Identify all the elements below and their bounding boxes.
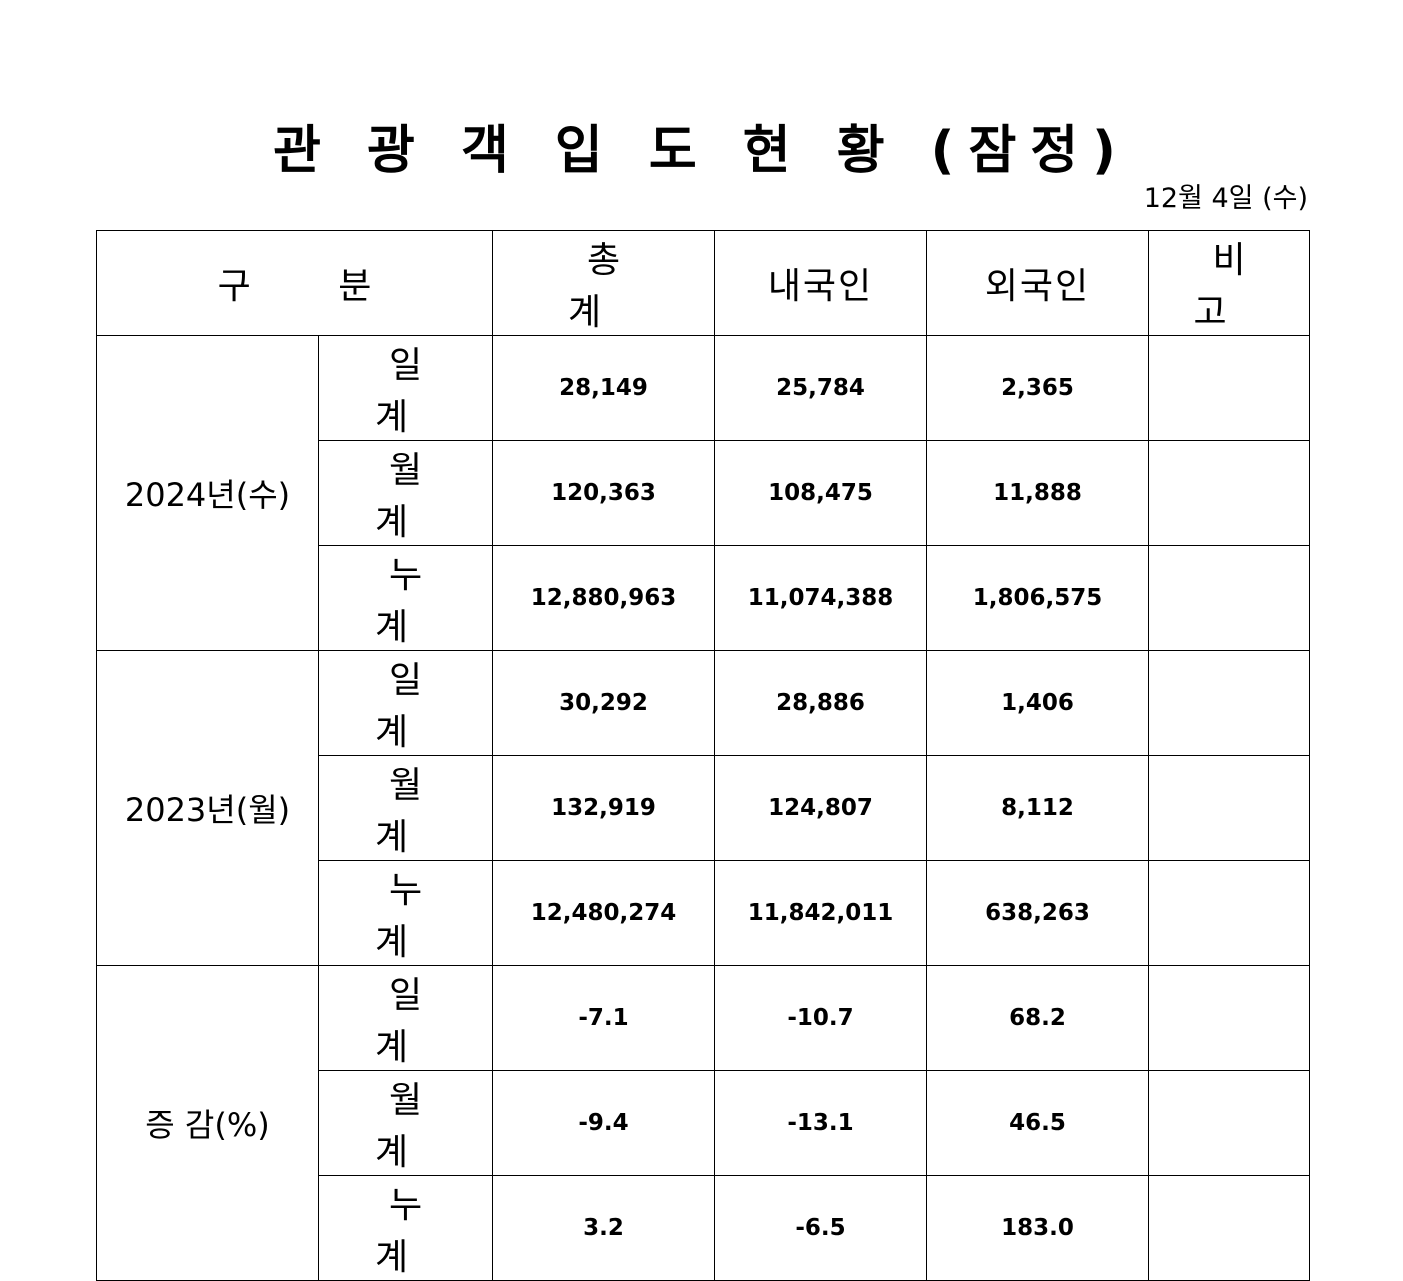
cell-total: 28,149 xyxy=(492,335,715,441)
cell-total: 3.2 xyxy=(492,1175,715,1281)
cell-total: -9.4 xyxy=(492,1070,715,1176)
cell-foreign: 2,365 xyxy=(926,335,1149,441)
row-sub-label: 월 계 xyxy=(318,440,493,546)
table-row: 증 감(%) 일 계 -7.1 -10.7 68.2 xyxy=(96,965,1310,1281)
cell-total: 30,292 xyxy=(492,650,715,756)
row-sub-label: 일 계 xyxy=(318,965,493,1071)
cell-domestic: -10.7 xyxy=(714,965,927,1071)
table-row: 누 계 12,480,274 11,842,011 638,263 xyxy=(97,860,1310,966)
report-date: 12월 4일 (수) xyxy=(1143,183,1308,214)
table-row: 2023년(월) 일 계 30,292 28,886 1,406 xyxy=(96,650,1310,966)
cell-total: 132,919 xyxy=(492,755,715,861)
row-sub-label: 월 계 xyxy=(318,755,493,861)
header-foreign: 외국인 xyxy=(926,230,1149,336)
cell-domestic: 28,886 xyxy=(714,650,927,756)
table-row: 누 계 12,880,963 11,074,388 1,806,575 xyxy=(97,545,1310,651)
cell-remarks xyxy=(1148,860,1310,966)
group-label: 2024년(수) xyxy=(96,335,319,651)
cell-remarks xyxy=(1148,440,1310,546)
cell-domestic: -6.5 xyxy=(714,1175,927,1281)
cell-remarks xyxy=(1148,545,1310,651)
cell-remarks xyxy=(1148,965,1310,1071)
cell-domestic: 11,074,388 xyxy=(714,545,927,651)
group-label: 증 감(%) xyxy=(96,965,319,1281)
cell-remarks xyxy=(1148,755,1310,861)
cell-remarks xyxy=(1148,650,1310,756)
table-row: 2024년(수) 일 계 28,149 25,784 2,365 xyxy=(96,335,1310,651)
row-sub-label: 월 계 xyxy=(318,1070,493,1176)
cell-remarks xyxy=(1148,1070,1310,1176)
cell-domestic: 25,784 xyxy=(714,335,927,441)
cell-total: 120,363 xyxy=(492,440,715,546)
cell-foreign: 1,406 xyxy=(926,650,1149,756)
cell-foreign: 1,806,575 xyxy=(926,545,1149,651)
cell-foreign: 638,263 xyxy=(926,860,1149,966)
header-remarks: 비 고 xyxy=(1148,230,1310,336)
cell-domestic: 108,475 xyxy=(714,440,927,546)
header-row: 구 분 총 계 내국인 외국인 비 고 xyxy=(96,230,1310,336)
cell-total: -7.1 xyxy=(492,965,715,1071)
header-category: 구 분 xyxy=(96,230,493,336)
cell-foreign: 8,112 xyxy=(926,755,1149,861)
table-row: 월 계 132,919 124,807 8,112 xyxy=(97,755,1310,861)
cell-total: 12,480,274 xyxy=(492,860,715,966)
cell-domestic: -13.1 xyxy=(714,1070,927,1176)
cell-foreign: 11,888 xyxy=(926,440,1149,546)
row-sub-label: 일 계 xyxy=(318,650,493,756)
visitor-stats-table: 구 분 총 계 내국인 외국인 비 고 2024년(수) 일 계 28,149 … xyxy=(96,230,1310,1281)
cell-domestic: 11,842,011 xyxy=(714,860,927,966)
page-title: 관 광 객 입 도 현 황 (잠정) xyxy=(273,121,1130,181)
row-sub-label: 누 계 xyxy=(318,1175,493,1281)
cell-foreign: 68.2 xyxy=(926,965,1149,1071)
row-sub-label: 누 계 xyxy=(318,545,493,651)
header-total: 총 계 xyxy=(492,230,715,336)
group-label: 2023년(월) xyxy=(96,650,319,966)
cell-domestic: 124,807 xyxy=(714,755,927,861)
cell-remarks xyxy=(1148,335,1310,441)
row-sub-label: 일 계 xyxy=(318,335,493,441)
cell-total: 12,880,963 xyxy=(492,545,715,651)
cell-foreign: 183.0 xyxy=(926,1175,1149,1281)
row-sub-label: 누 계 xyxy=(318,860,493,966)
cell-foreign: 46.5 xyxy=(926,1070,1149,1176)
cell-remarks xyxy=(1148,1175,1310,1281)
header-domestic: 내국인 xyxy=(714,230,927,336)
